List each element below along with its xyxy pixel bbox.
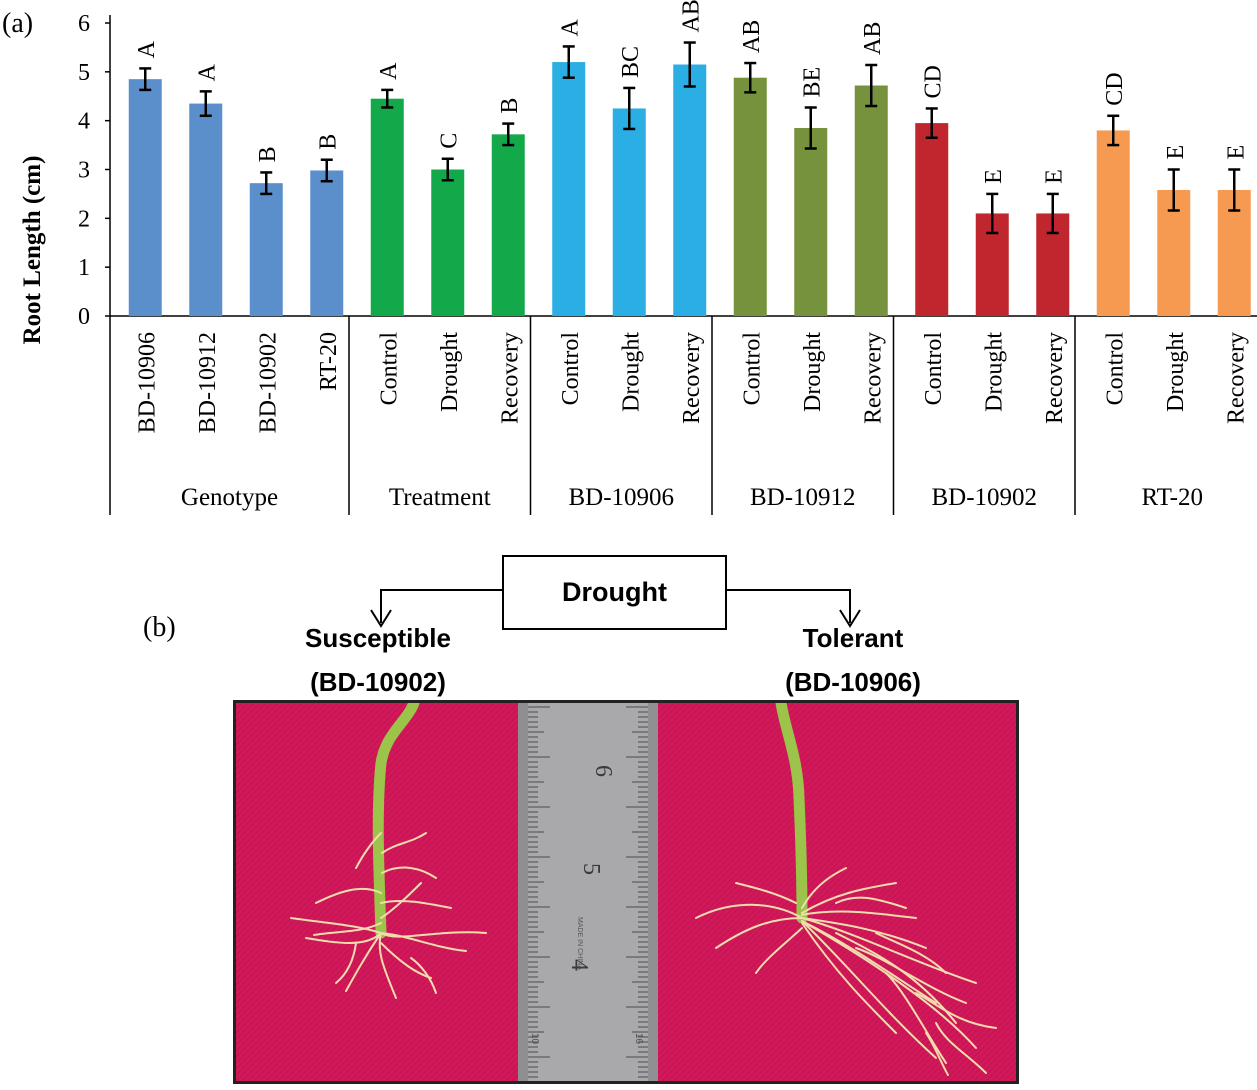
susceptible-seedling-image — [290, 703, 487, 999]
bar — [552, 62, 586, 316]
significance-letter: AB — [679, 0, 705, 33]
category-label: BD-10902 — [255, 332, 281, 433]
ruler-image: 6 5 4 MADE IN CHINA 10 16 — [518, 703, 658, 1081]
bar — [794, 127, 828, 316]
y-tick-label: 6 — [78, 11, 90, 37]
panel-b-label: (b) — [143, 612, 176, 643]
ruler-number-4: 4 — [566, 959, 592, 971]
significance-letter: BC — [618, 46, 644, 78]
bar — [189, 103, 223, 316]
drought-box: Drought — [502, 555, 727, 630]
significance-letter: A — [134, 40, 160, 58]
bar — [915, 123, 949, 316]
tolerant-label-line1: Tolerant — [802, 623, 904, 653]
bar — [854, 85, 888, 316]
y-tick-label: 2 — [78, 206, 90, 232]
category-label: Recovery — [497, 332, 523, 424]
category-label: Recovery — [1223, 332, 1249, 424]
significance-letter: E — [1223, 145, 1249, 160]
tolerant-seedling-image — [695, 703, 997, 1076]
seedling-root-photo: 6 5 4 MADE IN CHINA 10 16 — [233, 700, 1019, 1084]
category-label: RT-20 — [316, 332, 342, 391]
tolerant-label-line2: (BD-10906) — [785, 667, 921, 697]
category-label: Drought — [981, 332, 1007, 412]
category-label: Recovery — [679, 332, 705, 424]
category-label: Drought — [618, 332, 644, 412]
bar — [370, 98, 404, 316]
significance-letter: E — [981, 169, 1007, 184]
susceptible-label-line2: (BD-10902) — [310, 667, 446, 697]
ruler-number-5: 5 — [578, 863, 604, 875]
ruler-small-10: 10 — [529, 1033, 540, 1045]
category-label: Recovery — [860, 332, 886, 424]
significance-letter: BE — [800, 67, 826, 98]
tolerant-label: Tolerant (BD-10906) — [733, 616, 973, 704]
group-label: BD-10912 — [750, 484, 856, 511]
bar — [491, 134, 525, 316]
y-tick-label: 1 — [78, 255, 90, 281]
bar — [128, 79, 162, 317]
significance-letter: CD — [1102, 72, 1128, 105]
category-label: Control — [1102, 332, 1128, 406]
significance-letter: E — [1163, 145, 1189, 160]
significance-letter: AB — [739, 20, 765, 53]
significance-letter: A — [195, 63, 221, 81]
bar — [249, 183, 283, 316]
panel-a-label: (a) — [2, 8, 34, 39]
bar — [431, 169, 465, 316]
y-axis-label: Root Length (cm) — [19, 156, 46, 345]
significance-letter: A — [558, 18, 584, 36]
group-label: Treatment — [389, 484, 491, 511]
bar — [733, 77, 767, 317]
susceptible-label: Susceptible (BD-10902) — [258, 616, 498, 704]
significance-letter: E — [1042, 169, 1068, 184]
group-label: BD-10906 — [568, 484, 674, 511]
significance-letter: B — [316, 134, 342, 150]
bar — [673, 64, 707, 316]
bar — [310, 170, 344, 316]
ruler-small-16: 16 — [633, 1033, 644, 1045]
category-label: Control — [558, 332, 584, 406]
y-tick-label: 5 — [78, 60, 90, 86]
group-label: Genotype — [181, 484, 278, 511]
significance-letter: B — [255, 146, 281, 162]
significance-letter: CD — [921, 65, 947, 98]
category-label: BD-10906 — [134, 332, 160, 433]
y-tick-label: 0 — [78, 304, 90, 330]
category-label: Control — [376, 332, 402, 406]
photo-drawing: 6 5 4 MADE IN CHINA 10 16 — [236, 703, 1016, 1081]
y-tick-label: 4 — [78, 109, 90, 135]
root-length-chart: 0 1 2 3 4 5 6 Root Length (cm) A BD-10906 A BD-1091… — [19, 0, 1257, 515]
category-label: BD-10912 — [195, 332, 221, 433]
significance-letter: B — [497, 98, 523, 114]
bar — [1096, 130, 1130, 316]
susceptible-label-line1: Susceptible — [305, 623, 451, 653]
significance-letter: C — [437, 133, 463, 149]
category-label: Recovery — [1042, 332, 1068, 424]
significance-letter: A — [376, 62, 402, 80]
category-label: Drought — [1163, 332, 1189, 412]
ruler-made-in-china: MADE IN CHINA — [576, 917, 583, 970]
group-label: RT-20 — [1142, 484, 1203, 511]
bar — [612, 108, 646, 316]
ruler-number-6: 6 — [590, 765, 616, 777]
y-tick-label: 3 — [78, 158, 90, 184]
category-label: Control — [739, 332, 765, 406]
category-label: Drought — [437, 332, 463, 412]
significance-letter: AB — [860, 22, 886, 55]
category-label: Control — [921, 332, 947, 406]
category-label: Drought — [800, 332, 826, 412]
group-label: BD-10902 — [931, 484, 1037, 511]
